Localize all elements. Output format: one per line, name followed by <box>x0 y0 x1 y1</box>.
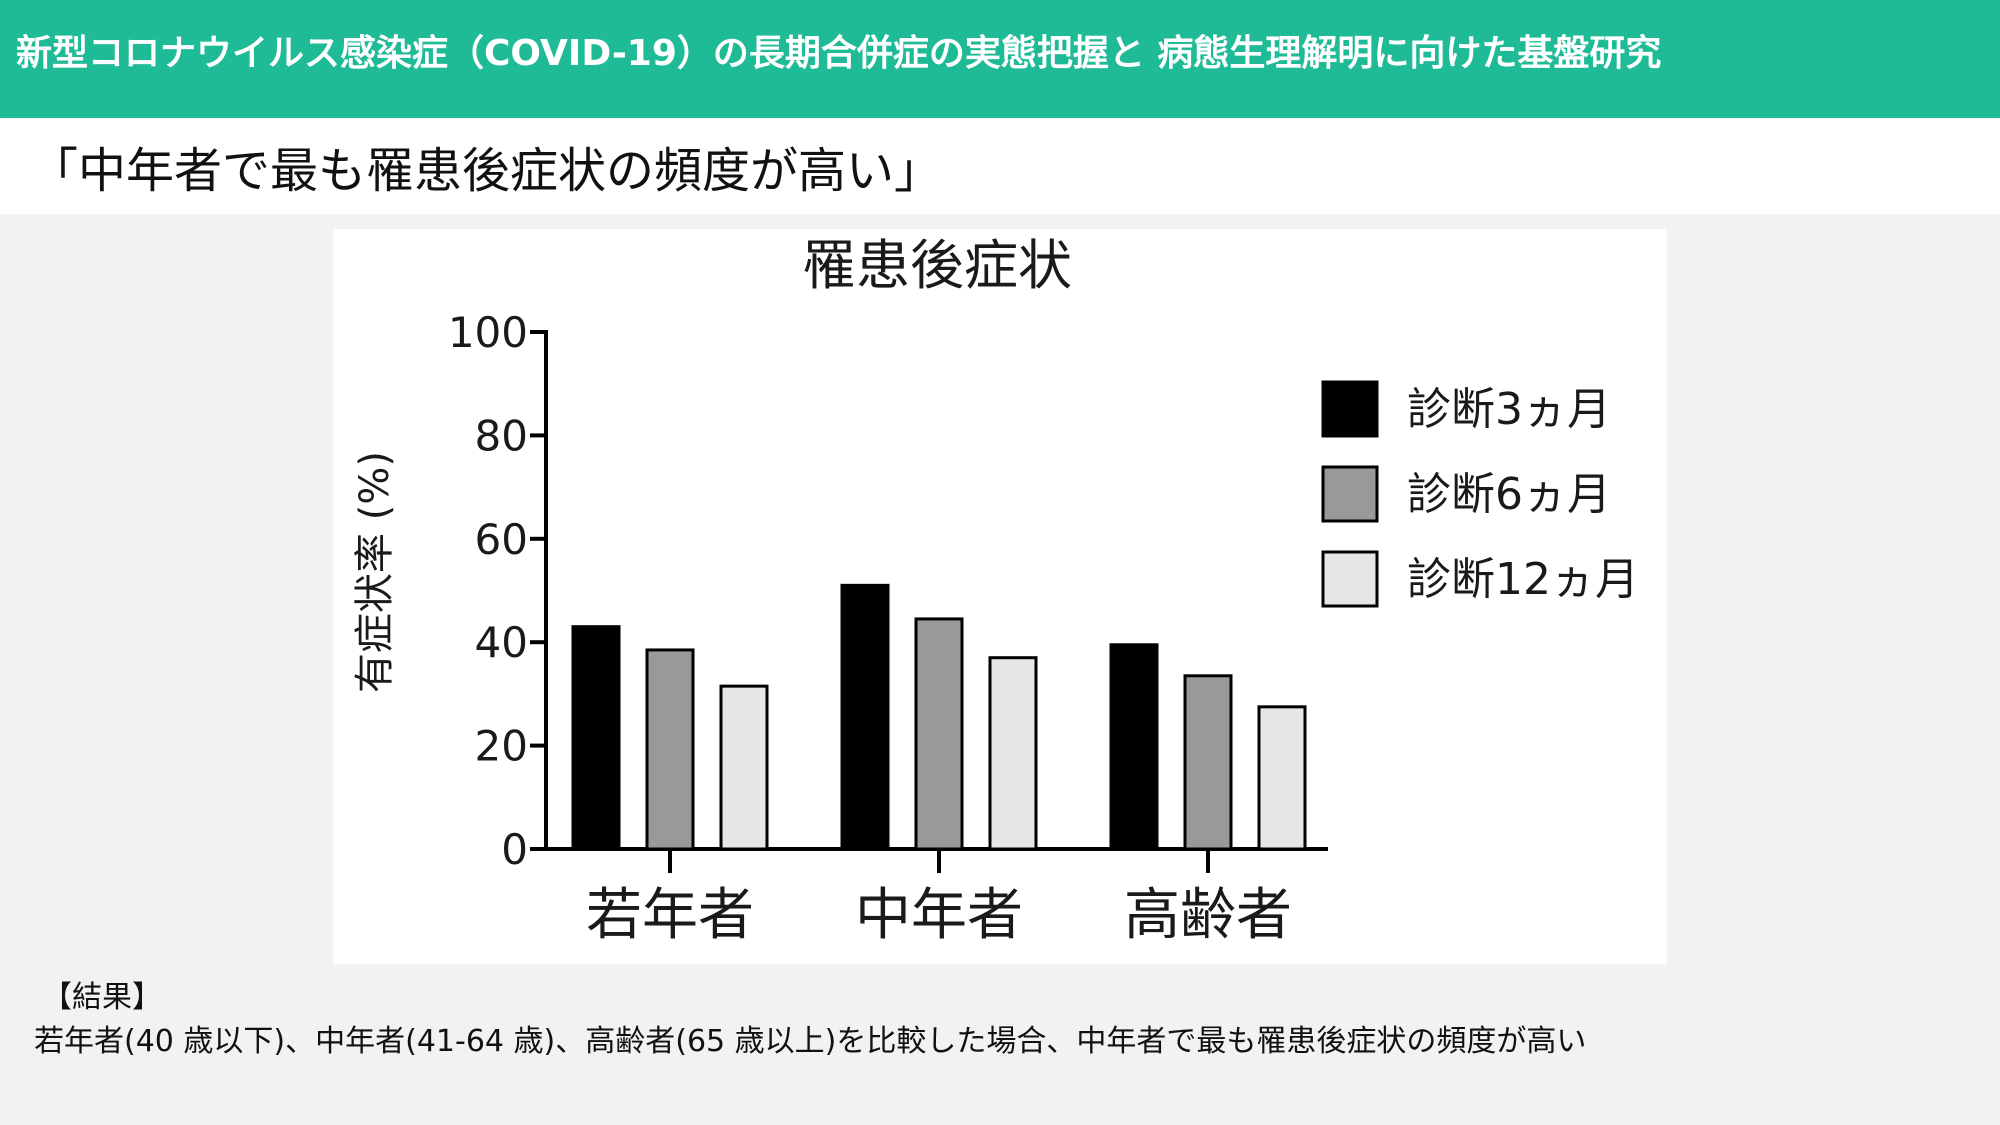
bar <box>571 625 621 851</box>
legend-swatch <box>1321 380 1379 438</box>
legend-label: 診断12ヵ月 <box>1407 554 1639 605</box>
y-tick-label: 20 <box>475 722 528 771</box>
y-tick-label: 100 <box>448 308 528 357</box>
page-subtitle: 「中年者で最も罹患後症状の頻度が高い」 <box>30 143 943 199</box>
bar <box>1257 705 1307 851</box>
y-tick-label: 60 <box>475 515 528 564</box>
y-tick-label: 40 <box>475 618 528 667</box>
legend-swatch <box>1321 465 1379 523</box>
legend-label: 診断3ヵ月 <box>1407 384 1611 435</box>
bar <box>719 684 769 851</box>
y-axis-label: 有症状率 (%) <box>352 451 398 693</box>
x-tick-label: 若年者 <box>586 883 754 948</box>
legend-swatch <box>1321 550 1379 608</box>
bar <box>988 656 1038 851</box>
chart-title: 罹患後症状 <box>802 234 1072 297</box>
header-title: 新型コロナウイルス感染症（COVID-19）の長期合併症の実態把握と 病態生理解… <box>16 33 1662 74</box>
x-tick-label: 高齢者 <box>1124 883 1292 948</box>
page-header: 新型コロナウイルス感染症（COVID-19）の長期合併症の実態把握と 病態生理解… <box>0 0 2000 118</box>
bar <box>1183 674 1233 851</box>
chart-card: 罹患後症状有症状率 (%) 0 20 40 60 80 100 若年者 中年者 高齢者 診断3ヵ月診… <box>333 229 1667 964</box>
y-tick-label: 0 <box>501 825 528 874</box>
bar <box>840 583 890 851</box>
results-label: 【結果】 <box>42 980 162 1015</box>
subtitle-bar <box>0 118 2000 214</box>
results-text: 若年者(40 歳以下)、中年者(41-64 歳)、高齢者(65 歳以上)を比較し… <box>34 1024 1587 1059</box>
x-tick-label: 中年者 <box>855 883 1023 948</box>
legend-label: 診断6ヵ月 <box>1407 469 1611 520</box>
bar <box>645 648 695 851</box>
bar <box>914 617 964 851</box>
y-tick-label: 80 <box>475 411 528 460</box>
bar <box>1109 643 1159 851</box>
